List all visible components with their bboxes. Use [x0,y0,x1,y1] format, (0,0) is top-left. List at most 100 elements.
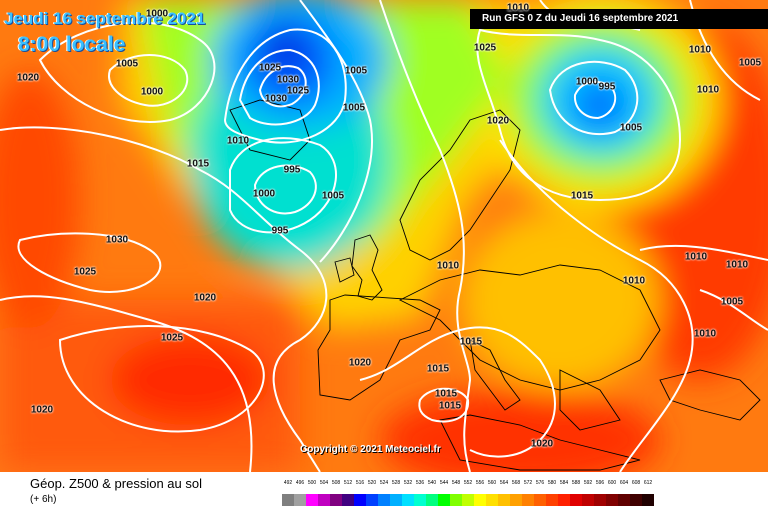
scale-swatch [294,494,306,506]
scale-swatch [618,494,630,506]
isobar-label: 1015 [434,388,458,400]
scale-value: 580 [547,480,557,486]
scale-label: 556 [474,480,486,494]
forecast-time: 8:00 locale [18,33,126,56]
isobar-label: 1025 [73,266,97,278]
isobar-label: 1020 [486,115,510,127]
scale-label: 508 [330,480,342,494]
scale-label: 540 [426,480,438,494]
scale-swatch [474,494,486,506]
scale-label: 544 [438,480,450,494]
scale-label: 600 [606,480,618,494]
isobar-label: 995 [598,81,616,93]
isobar-label: 1010 [693,328,717,340]
scale-label: 568 [510,480,522,494]
footer-title: Géop. Z500 & pression au sol [30,476,202,491]
isobar-label: 1005 [115,58,139,70]
scale-swatch [354,494,366,506]
scale-swatch [330,494,342,506]
isobar-label: 1010 [436,260,460,272]
scale-value: 564 [499,480,509,486]
scale-label: 596 [594,480,606,494]
isobar-label: 1010 [725,259,749,271]
scale-swatch [522,494,534,506]
scale-value: 544 [439,480,449,486]
scale-swatch [306,494,318,506]
scale-label: 516 [354,480,366,494]
scale-swatch [318,494,330,506]
scale-value: 548 [451,480,461,486]
scale-swatch [510,494,522,506]
scale-value: 524 [379,480,389,486]
scale-swatch [534,494,546,506]
scale-value: 600 [607,480,617,486]
scale-label: 500 [306,480,318,494]
isobar-label: 995 [283,164,301,176]
copyright: Copyright © 2021 Meteociel.fr [300,444,441,455]
scale-swatch [630,494,642,506]
scale-label: 512 [342,480,354,494]
scale-label: 604 [618,480,630,494]
isobar-label: 1015 [186,158,210,170]
scale-value: 520 [367,480,377,486]
scale-value: 540 [427,480,437,486]
scale-swatch [378,494,390,506]
isobar-label: 1010 [684,251,708,263]
isobar-label: 1010 [688,44,712,56]
scale-value: 568 [511,480,521,486]
isobar-label: 1005 [321,190,345,202]
isobar-label: 1010 [622,275,646,287]
isobar-label: 1030 [276,74,300,86]
scale-swatch [366,494,378,506]
scale-swatch [402,494,414,506]
isobar-label: 1020 [193,292,217,304]
isobar-label: 1000 [145,8,169,20]
scale-value: 496 [295,480,305,486]
scale-label: 580 [546,480,558,494]
isobar-label: 1005 [720,296,744,308]
isobar-label: 1010 [226,135,250,147]
scale-swatch [570,494,582,506]
isobar-label: 1020 [30,404,54,416]
isobar-label: 1025 [473,42,497,54]
isobars [0,0,768,472]
isobar-label: 1005 [738,57,762,69]
scale-label: 532 [402,480,414,494]
scale-value: 492 [283,480,293,486]
scale-swatch [390,494,402,506]
scale-value: 592 [583,480,593,486]
isobar-label: 1010 [506,2,530,14]
isobar-label: 1020 [530,438,554,450]
scale-value: 552 [463,480,473,486]
scale-swatch [498,494,510,506]
scale-value: 612 [643,480,653,486]
scale-value: 504 [319,480,329,486]
scale-value: 512 [343,480,353,486]
scale-swatch [642,494,654,506]
scale-swatch [606,494,618,506]
scale-swatch [558,494,570,506]
isobar-label: 1015 [459,336,483,348]
map-svg [0,0,768,472]
scale-value: 560 [487,480,497,486]
scale-swatch [546,494,558,506]
scale-swatch [342,494,354,506]
scale-label: 584 [558,480,570,494]
scale-label: 524 [378,480,390,494]
isobar-label: 1030 [105,234,129,246]
scale-label: 504 [318,480,330,494]
scale-value: 536 [415,480,425,486]
color-scale-labels: 492 496 500 504 508 512 516 520 524 528 532 536 540 5… [282,480,654,494]
scale-swatch [426,494,438,506]
isobar-label: 1025 [160,332,184,344]
scale-value: 608 [631,480,641,486]
isobar-label: 1020 [16,72,40,84]
scale-label: 552 [462,480,474,494]
scale-value: 528 [391,480,401,486]
isobar-label: 1020 [348,357,372,369]
scale-swatch [462,494,474,506]
scale-value: 508 [331,480,341,486]
scale-label: 560 [486,480,498,494]
scale-value: 532 [403,480,413,486]
weather-map [0,0,768,472]
